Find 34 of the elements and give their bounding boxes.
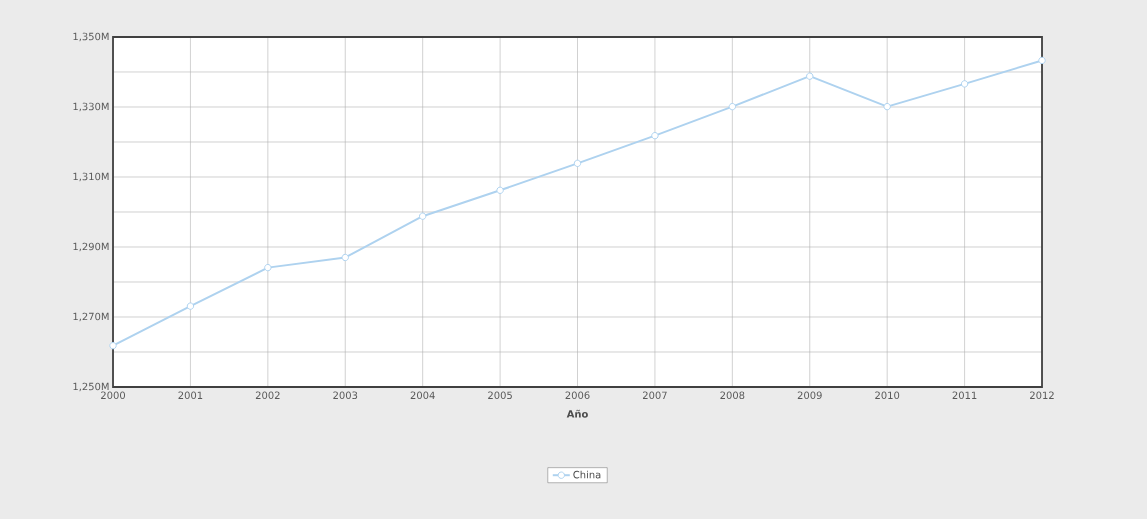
point [883,102,891,111]
x-tick-label: 2011 [952,391,977,400]
point [496,186,504,194]
point [341,253,349,262]
point [264,263,272,272]
y-tick-label: 1,350M [73,32,109,42]
point [728,102,737,111]
x-tick-label: 2009 [797,391,822,400]
y-tick-label: 1,250M [73,382,109,392]
point [418,212,427,220]
point [186,302,195,310]
x-tick-label: 2005 [488,391,512,400]
legend-label: China [573,470,601,479]
x-tick-label: 2004 [410,391,435,400]
x-tick-label: 2007 [642,391,667,400]
x-tick-label: 2010 [875,391,900,400]
x-axis-title: Año [566,409,588,418]
y-tick-label: 1,310M [73,172,109,182]
point [960,80,969,88]
point [651,132,659,140]
y-tick-label: 1,330M [73,102,109,112]
x-tick-label: 2012 [1030,391,1054,400]
point [573,159,582,168]
x-tick-label: 2002 [255,391,280,400]
x-tick-label: 2001 [178,391,203,400]
point [1038,56,1046,65]
y-tick-label: 1,270M [73,312,109,322]
x-tick-label: 2006 [565,391,590,400]
x-tick-label: 2008 [720,391,745,400]
x-tick-label: 2003 [333,391,358,400]
point [806,72,814,80]
y-tick-label: 1,290M [73,242,109,252]
x-tick-label: 2000 [101,391,126,400]
point [109,342,117,350]
